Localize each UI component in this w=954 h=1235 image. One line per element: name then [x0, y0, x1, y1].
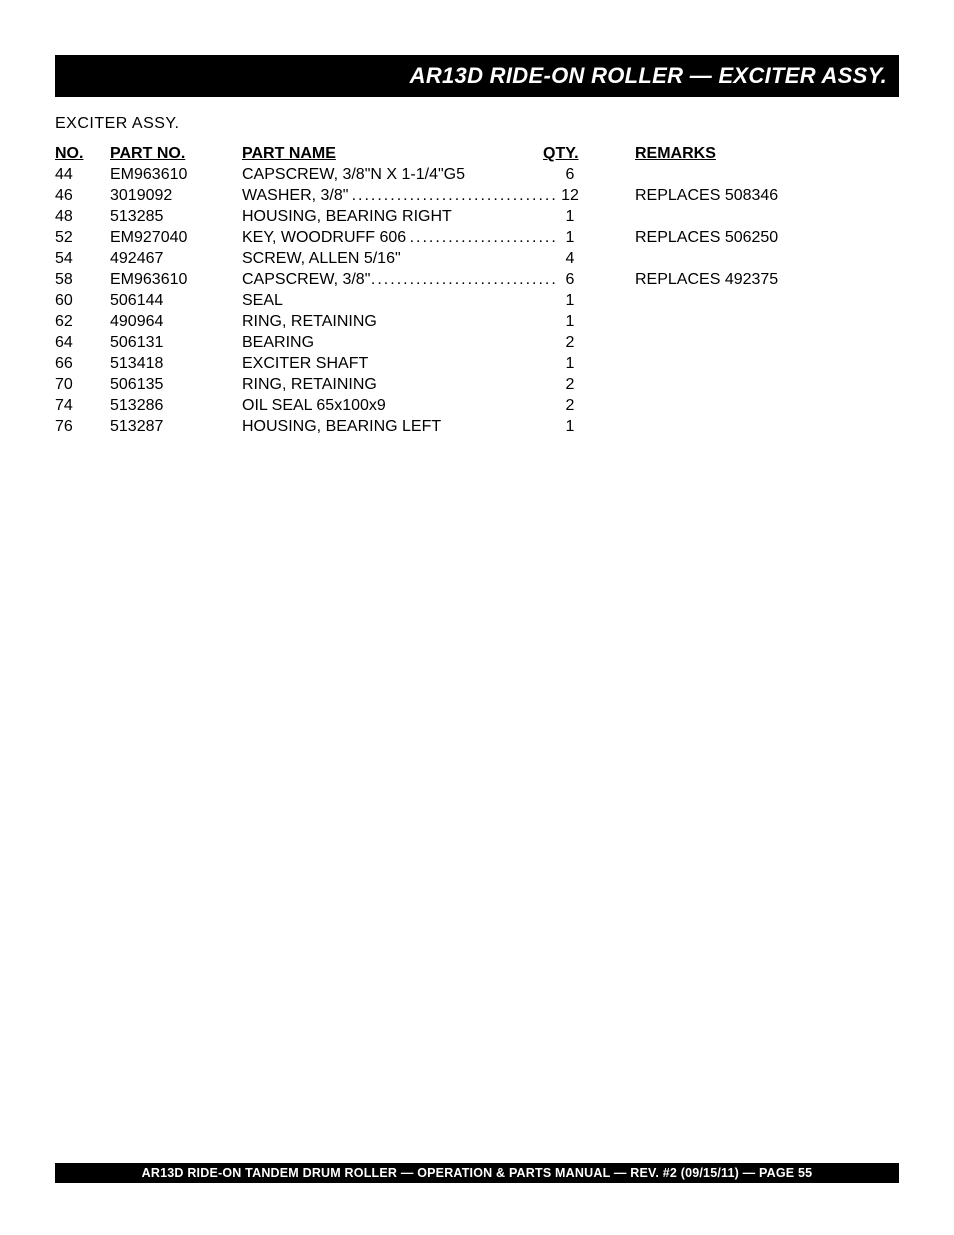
cell-part-no: 506144 — [110, 290, 242, 311]
header-part-name: PART NAME — [242, 143, 336, 164]
title-bar: AR13D RIDE-ON ROLLER — EXCITER ASSY. — [55, 55, 899, 97]
cell-part-name: RING, RETAINING — [242, 311, 377, 332]
cell-part-name: WASHER, 3/8" — [242, 185, 555, 206]
rows-container: 44EM963610CAPSCREW, 3/8"N X 1-1/4"G56463… — [55, 164, 899, 437]
cell-no: 46 — [55, 185, 110, 206]
cell-part-name: HOUSING, BEARING LEFT — [242, 416, 441, 437]
cell-no: 64 — [55, 332, 110, 353]
cell-part-no: EM927040 — [110, 227, 242, 248]
cell-part-no: EM963610 — [110, 269, 242, 290]
cell-part-no: 513287 — [110, 416, 242, 437]
cell-part-no: 490964 — [110, 311, 242, 332]
cell-qty: 1 — [555, 227, 585, 248]
cell-qty: 2 — [555, 332, 585, 353]
cell-remarks: REPLACES 492375 — [635, 269, 778, 290]
cell-qty: 2 — [555, 374, 585, 395]
cell-part-name: BEARING — [242, 332, 314, 353]
cell-qty: 6 — [555, 269, 585, 290]
page-title: AR13D RIDE-ON ROLLER — EXCITER ASSY. — [410, 63, 887, 89]
cell-part-no: 506135 — [110, 374, 242, 395]
table-row: 64506131BEARING 2 — [55, 332, 899, 353]
cell-part-name: HOUSING, BEARING RIGHT — [242, 206, 452, 227]
cell-qty: 1 — [555, 353, 585, 374]
cell-no: 66 — [55, 353, 110, 374]
cell-remarks: REPLACES 508346 — [635, 185, 778, 206]
cell-no: 60 — [55, 290, 110, 311]
header-part-no: PART NO. — [110, 143, 242, 164]
cell-no: 62 — [55, 311, 110, 332]
cell-part-no: 3019092 — [110, 185, 242, 206]
footer-bar: AR13D RIDE-ON TANDEM DRUM ROLLER — OPERA… — [55, 1163, 899, 1183]
section-subtitle: EXCITER ASSY. — [55, 115, 899, 133]
cell-qty: 1 — [555, 311, 585, 332]
cell-remarks: REPLACES 506250 — [635, 227, 778, 248]
table-row: 70506135RING, RETAINING 2 — [55, 374, 899, 395]
header-remarks: REMARKS — [635, 143, 716, 164]
cell-qty: 6 — [555, 164, 585, 185]
cell-part-no: 506131 — [110, 332, 242, 353]
cell-part-no: EM963610 — [110, 164, 242, 185]
table-row: 76513287HOUSING, BEARING LEFT 1 — [55, 416, 899, 437]
cell-part-no: 492467 — [110, 248, 242, 269]
table-row: 62490964RING, RETAINING 1 — [55, 311, 899, 332]
cell-qty: 4 — [555, 248, 585, 269]
cell-no: 76 — [55, 416, 110, 437]
cell-qty: 1 — [555, 290, 585, 311]
cell-no: 70 — [55, 374, 110, 395]
table-row: 463019092WASHER, 3/8" 12 REPLACES 508346 — [55, 185, 899, 206]
cell-no: 58 — [55, 269, 110, 290]
footer-text: AR13D RIDE-ON TANDEM DRUM ROLLER — OPERA… — [142, 1166, 813, 1180]
table-row: 48513285HOUSING, BEARING RIGHT 1 — [55, 206, 899, 227]
cell-part-no: 513418 — [110, 353, 242, 374]
cell-no: 52 — [55, 227, 110, 248]
cell-qty: 12 — [555, 185, 585, 206]
cell-no: 74 — [55, 395, 110, 416]
parts-table: NO. PART NO. PART NAME QTY. REMARKS 44EM… — [55, 143, 899, 437]
cell-part-name: CAPSCREW, 3/8" — [242, 269, 555, 290]
table-row: 44EM963610CAPSCREW, 3/8"N X 1-1/4"G5 6 — [55, 164, 899, 185]
cell-part-name: KEY, WOODRUFF 606 — [242, 227, 555, 248]
table-row: 52EM927040KEY, WOODRUFF 606 1 REPLACES 50… — [55, 227, 899, 248]
table-row: 66513418EXCITER SHAFT 1 — [55, 353, 899, 374]
cell-qty: 2 — [555, 395, 585, 416]
cell-no: 44 — [55, 164, 110, 185]
table-row: 58EM963610CAPSCREW, 3/8" 6 REPLACES 49237… — [55, 269, 899, 290]
header-qty: QTY. — [543, 143, 573, 164]
table-header-row: NO. PART NO. PART NAME QTY. REMARKS — [55, 143, 899, 164]
cell-part-name: RING, RETAINING — [242, 374, 377, 395]
table-row: 54492467SCREW, ALLEN 5/16" 4 — [55, 248, 899, 269]
cell-no: 54 — [55, 248, 110, 269]
cell-part-name: OIL SEAL 65x100x9 — [242, 395, 386, 416]
table-row: 60506144SEAL 1 — [55, 290, 899, 311]
cell-part-name: EXCITER SHAFT — [242, 353, 368, 374]
cell-part-no: 513285 — [110, 206, 242, 227]
cell-part-name: CAPSCREW, 3/8"N X 1-1/4"G5 — [242, 164, 465, 185]
header-no: NO. — [55, 143, 110, 164]
cell-part-name: SEAL — [242, 290, 283, 311]
cell-part-no: 513286 — [110, 395, 242, 416]
cell-part-name: SCREW, ALLEN 5/16" — [242, 248, 401, 269]
table-row: 74513286OIL SEAL 65x100x9 2 — [55, 395, 899, 416]
cell-no: 48 — [55, 206, 110, 227]
cell-qty: 1 — [555, 416, 585, 437]
cell-qty: 1 — [555, 206, 585, 227]
